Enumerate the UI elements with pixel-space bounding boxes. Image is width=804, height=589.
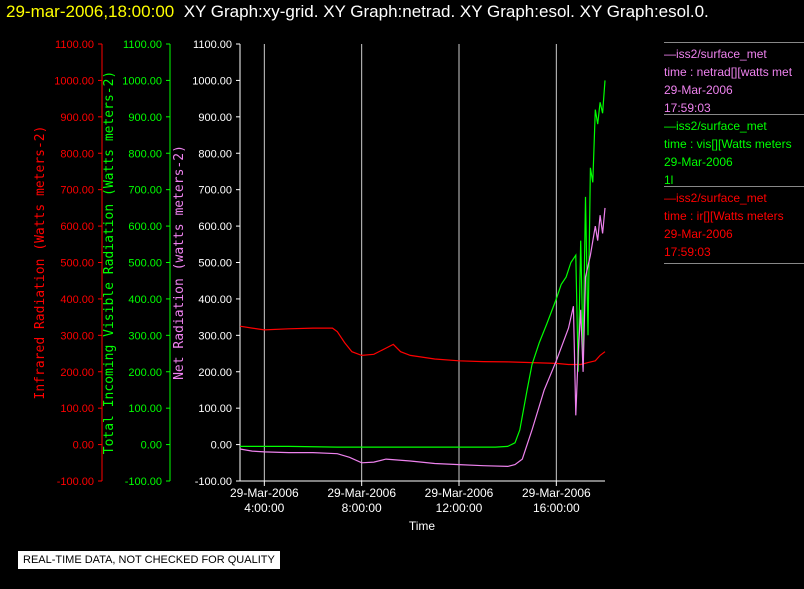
x-tick-label: 29-Mar-2006	[425, 486, 494, 500]
y-tick-label: 0.00	[73, 440, 94, 452]
y-tick-label: 1100.00	[193, 39, 232, 51]
x-tick-label: 29-Mar-2006	[327, 486, 396, 500]
x-tick-label: 29-Mar-2006	[230, 486, 299, 500]
y-tick-label: 500.00	[128, 258, 162, 270]
y-tick-label: 1000.00	[122, 75, 162, 87]
y-tick-label: 900.00	[60, 112, 94, 124]
y-tick-label: 400.00	[128, 294, 162, 306]
title-bar: 29-mar-2006,18:00:00 XY Graph:xy-grid. X…	[6, 2, 709, 22]
y-tick-label: 100.00	[128, 403, 162, 415]
y-tick-label: 1100.00	[55, 39, 94, 51]
legend-line: 1l	[664, 173, 674, 187]
y-tick-label: 1100.00	[123, 39, 162, 51]
y-tick-label: 200.00	[60, 367, 94, 379]
y-tick-label: 600.00	[60, 221, 94, 233]
y-tick-label: 100.00	[60, 403, 94, 415]
y-tick-label: 1000.00	[192, 75, 232, 87]
y-tick-label: -100.00	[57, 476, 94, 488]
y-axis-title: Infrared Radiation (Watts meters-2)	[33, 126, 48, 400]
y-tick-label: 600.00	[128, 221, 162, 233]
legend-vis: —iss2/surface_met time : vis[][Watts met…	[664, 114, 804, 189]
y-tick-label: 900.00	[198, 112, 232, 124]
y-tick-label: 700.00	[128, 185, 162, 197]
legend-line: 29-Mar-2006	[664, 227, 733, 241]
y-tick-label: 200.00	[198, 367, 232, 379]
y-tick-label: 300.00	[60, 330, 94, 342]
y-axis-title: Net Radiation (watts meters-2)	[172, 145, 187, 380]
legend-line: 29-Mar-2006	[664, 83, 733, 97]
legend-line: 17:59:03	[664, 245, 711, 259]
y-tick-label: 700.00	[198, 185, 232, 197]
x-tick-label: 16:00:00	[533, 501, 580, 515]
series-line-ir	[239, 325, 606, 366]
x-tick-label: 8:00:00	[342, 501, 382, 515]
y-axis-title: Total Incoming Visible Radiation (Watts …	[102, 71, 117, 455]
x-tick-label: 12:00:00	[436, 501, 483, 515]
legend-divider	[664, 186, 804, 187]
legend-netrad: —iss2/surface_met time : netrad[][watts …	[664, 42, 804, 117]
legend-line: time : ir[][Watts meters	[664, 209, 784, 223]
y-tick-label: 300.00	[198, 330, 232, 342]
legend-line: time : netrad[][watts met	[664, 65, 793, 79]
timestamp: 29-mar-2006,18:00:00	[6, 2, 175, 21]
series-line-vis	[240, 80, 606, 448]
legend-line: —iss2/surface_met	[664, 47, 767, 61]
y-tick-label: 200.00	[128, 367, 162, 379]
y-tick-label: 700.00	[60, 185, 94, 197]
legend-line: —iss2/surface_met	[664, 191, 767, 205]
y-tick-label: 0.00	[211, 440, 232, 452]
legend-divider	[664, 42, 804, 43]
legend-line: 17:59:03	[664, 101, 711, 115]
y-tick-label: 1000.00	[54, 75, 94, 87]
y-tick-label: 800.00	[198, 148, 232, 160]
y-tick-label: 900.00	[128, 112, 162, 124]
x-tick-label: 29-Mar-2006	[522, 486, 591, 500]
legend-line: —iss2/surface_met	[664, 119, 767, 133]
y-tick-label: -100.00	[195, 476, 232, 488]
legend-line: 29-Mar-2006	[664, 155, 733, 169]
y-tick-label: 500.00	[60, 258, 94, 270]
y-tick-label: 400.00	[60, 294, 94, 306]
legend-divider	[664, 114, 804, 115]
legend-divider	[664, 263, 804, 264]
y-tick-label: 300.00	[128, 330, 162, 342]
x-tick-label: 4:00:00	[244, 501, 284, 515]
legend-ir: —iss2/surface_met time : ir[][Watts mete…	[664, 186, 804, 266]
y-tick-label: 800.00	[128, 148, 162, 160]
series-line-netrad	[239, 207, 606, 468]
y-tick-label: 600.00	[198, 221, 232, 233]
y-tick-label: 500.00	[198, 258, 232, 270]
y-tick-label: -100.00	[125, 476, 162, 488]
y-tick-label: 400.00	[198, 294, 232, 306]
legend-line: time : vis[][Watts meters	[664, 137, 792, 151]
y-tick-label: 0.00	[141, 440, 162, 452]
x-axis-title: Time	[409, 519, 436, 533]
quality-note: REAL-TIME DATA, NOT CHECKED FOR QUALITY	[18, 551, 280, 569]
y-tick-label: 800.00	[60, 148, 94, 160]
graph-titles: XY Graph:xy-grid. XY Graph:netrad. XY Gr…	[183, 2, 709, 21]
y-tick-label: 100.00	[198, 403, 232, 415]
